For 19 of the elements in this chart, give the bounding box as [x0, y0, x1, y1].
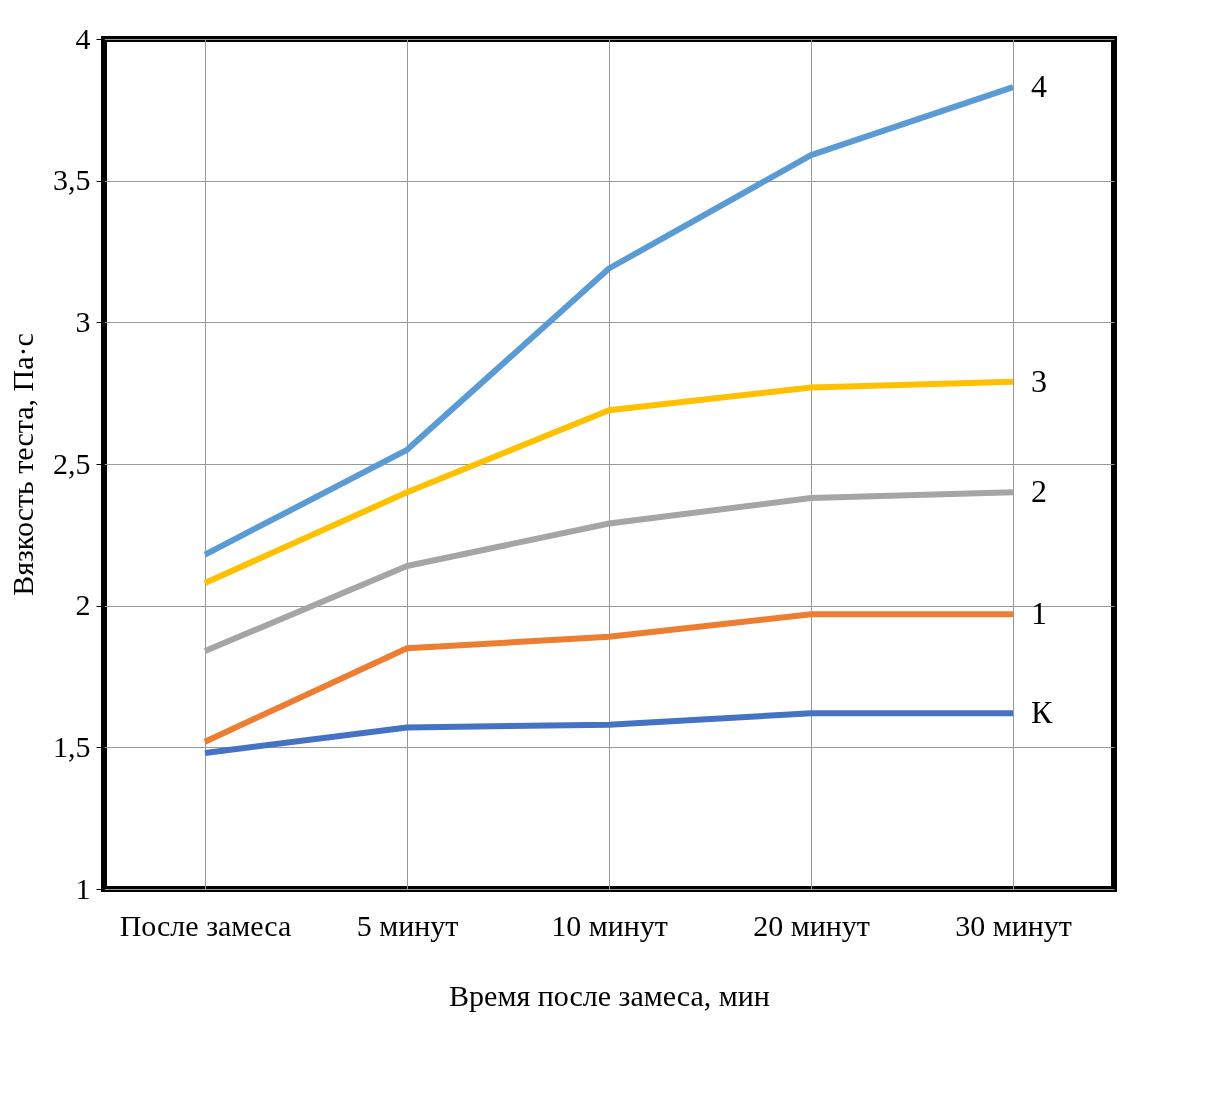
series-label: 2: [1031, 473, 1047, 510]
y-axis-title: Вязкость теста, Па·с: [6, 333, 39, 596]
y-tick-label: 3: [75, 304, 91, 338]
x-tick-label: 20 минут: [753, 908, 870, 942]
x-axis-title: Время после замеса, мин: [449, 978, 770, 1012]
x-tick-label: После замеса: [119, 908, 292, 942]
y-tick-label: 3,5: [53, 163, 91, 197]
y-tick-label: 1,5: [53, 729, 91, 763]
x-tick-label: 5 минут: [356, 908, 459, 942]
x-tick-label: 30 минут: [955, 908, 1072, 942]
series-label: 1: [1031, 595, 1047, 632]
series-label: 4: [1031, 68, 1047, 105]
y-tick-label: 4: [75, 21, 91, 55]
series-label: К: [1031, 694, 1053, 731]
y-tick-label: 1: [75, 871, 91, 905]
y-tick-label: 2: [75, 588, 91, 622]
series-label: 3: [1031, 362, 1047, 399]
x-tick-label: 10 минут: [551, 908, 668, 942]
y-tick-label: 2,5: [53, 446, 91, 480]
